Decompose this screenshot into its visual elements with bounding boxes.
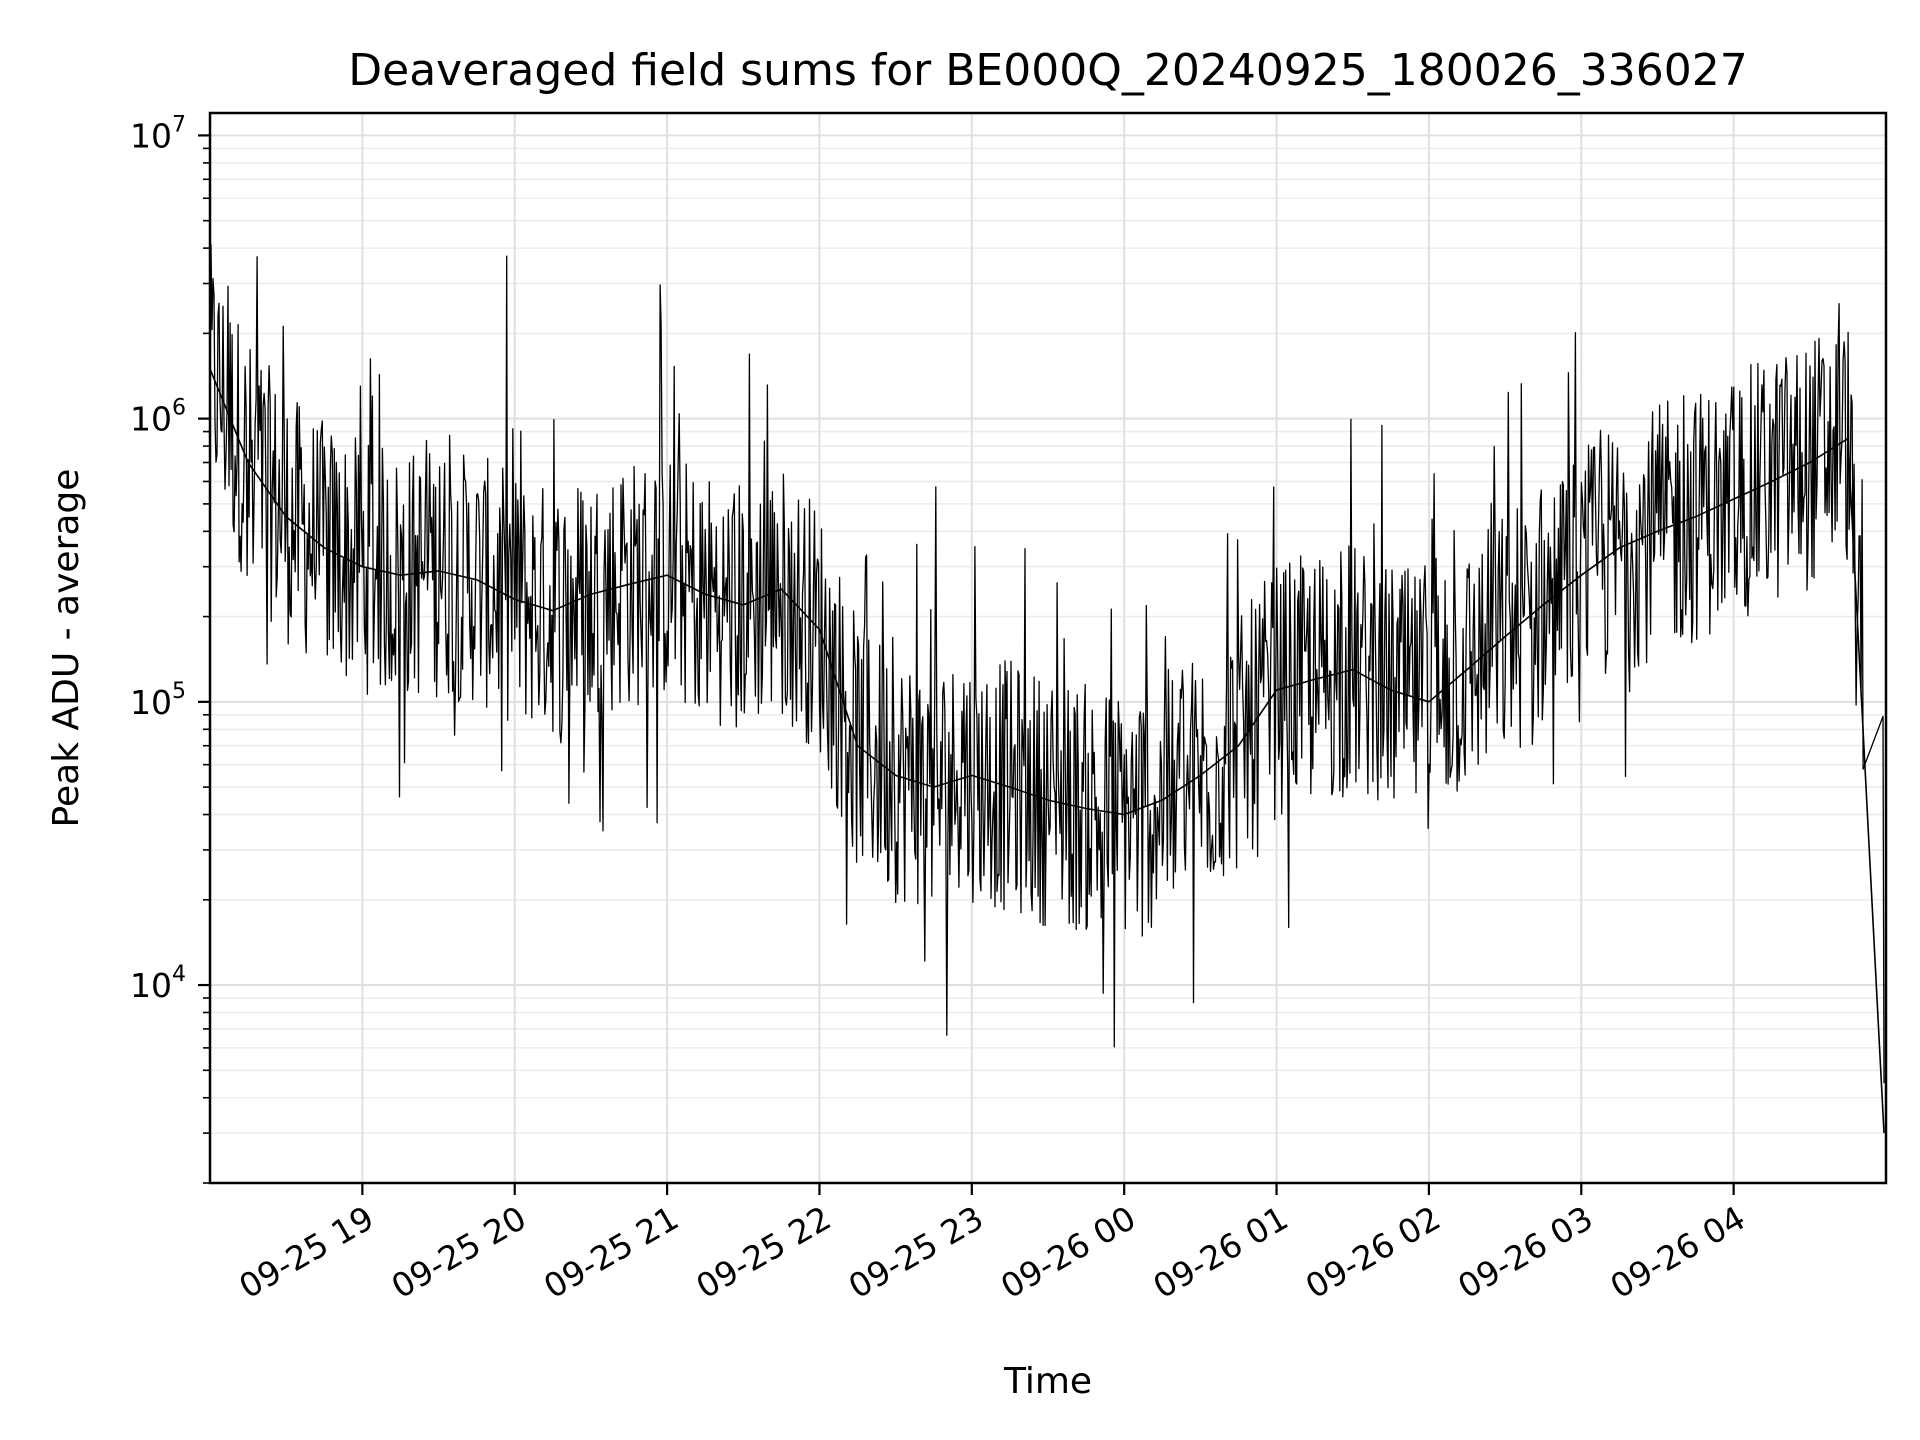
y-tick-label: 106	[130, 396, 186, 439]
data-series-line	[209, 368, 1885, 1134]
x-axis-label: Time	[1003, 1361, 1092, 1402]
plot-frame	[208, 111, 1888, 1185]
grid	[210, 113, 1886, 1184]
y-tick-label: 105	[130, 679, 186, 722]
y-tick-label: 107	[130, 112, 186, 155]
data-trace	[209, 244, 1885, 1084]
data-series-noise	[209, 244, 1885, 1084]
chart-title: Deaveraged field sums for BE000Q_2024092…	[348, 45, 1747, 96]
y-axis-label: Peak ADU - average	[46, 469, 87, 828]
y-tick-label: 104	[130, 962, 186, 1005]
y-axis: 104 105 106 107	[130, 112, 210, 1184]
